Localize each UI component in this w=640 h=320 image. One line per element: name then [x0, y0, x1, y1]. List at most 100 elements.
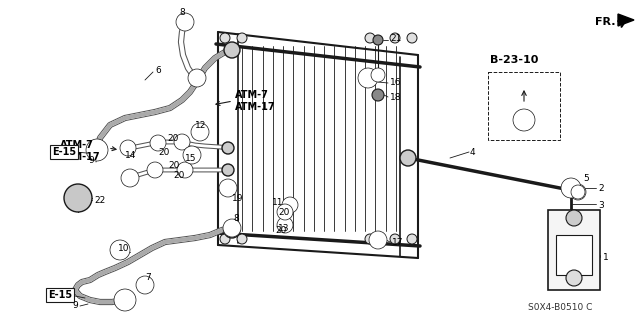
Circle shape — [562, 179, 580, 197]
Circle shape — [278, 205, 292, 219]
Circle shape — [121, 169, 139, 187]
Circle shape — [175, 135, 189, 149]
Text: 20: 20 — [158, 148, 170, 156]
Circle shape — [365, 234, 375, 244]
Circle shape — [220, 180, 236, 196]
Circle shape — [390, 234, 400, 244]
Circle shape — [219, 179, 237, 197]
Circle shape — [122, 170, 138, 186]
Text: 14: 14 — [125, 150, 136, 159]
Text: S0X4-B0510 C: S0X4-B0510 C — [528, 303, 593, 313]
Text: 20: 20 — [168, 161, 179, 170]
Text: 20: 20 — [173, 171, 184, 180]
Circle shape — [570, 184, 586, 200]
Circle shape — [571, 185, 585, 199]
Text: 20: 20 — [275, 226, 286, 235]
Circle shape — [277, 204, 293, 220]
Circle shape — [371, 68, 385, 82]
Circle shape — [278, 218, 292, 232]
Circle shape — [192, 124, 208, 140]
Text: 22: 22 — [94, 196, 105, 204]
Circle shape — [390, 33, 400, 43]
Text: 8: 8 — [179, 7, 185, 17]
Circle shape — [372, 69, 384, 81]
Circle shape — [407, 33, 417, 43]
Text: B-23-10: B-23-10 — [490, 55, 538, 65]
Circle shape — [359, 69, 377, 87]
Polygon shape — [618, 14, 634, 26]
Circle shape — [223, 219, 241, 237]
Text: 7: 7 — [145, 274, 151, 283]
Circle shape — [120, 140, 136, 156]
Circle shape — [137, 277, 153, 293]
Circle shape — [365, 33, 375, 43]
Circle shape — [513, 109, 535, 131]
Circle shape — [224, 220, 240, 236]
Circle shape — [220, 234, 230, 244]
Circle shape — [178, 163, 192, 177]
Circle shape — [224, 42, 240, 58]
Text: E-15: E-15 — [48, 290, 72, 300]
Circle shape — [220, 33, 230, 43]
Text: 6: 6 — [155, 66, 161, 75]
Circle shape — [151, 136, 165, 150]
Text: ATM-17: ATM-17 — [60, 152, 100, 162]
Text: ATM-7: ATM-7 — [235, 90, 269, 100]
Text: FR.: FR. — [595, 17, 616, 27]
Circle shape — [136, 276, 154, 294]
Bar — [556, 235, 592, 275]
Circle shape — [369, 231, 387, 249]
Text: ATM-17: ATM-17 — [235, 102, 276, 112]
Text: 11: 11 — [272, 197, 284, 206]
Text: 15: 15 — [185, 154, 196, 163]
Text: 16: 16 — [390, 77, 401, 86]
Text: 17: 17 — [392, 237, 403, 246]
Circle shape — [222, 164, 234, 176]
Circle shape — [400, 150, 416, 166]
Circle shape — [372, 89, 384, 101]
Circle shape — [121, 141, 135, 155]
Circle shape — [110, 240, 130, 260]
Circle shape — [177, 162, 193, 178]
Text: 12: 12 — [195, 121, 206, 130]
Circle shape — [188, 69, 206, 87]
Circle shape — [566, 210, 582, 226]
Bar — [488, 72, 560, 140]
Circle shape — [373, 35, 383, 45]
Circle shape — [111, 241, 129, 259]
Text: 18: 18 — [390, 92, 401, 101]
Text: 3: 3 — [598, 201, 604, 210]
Circle shape — [283, 198, 297, 212]
Text: 9: 9 — [72, 300, 77, 309]
Circle shape — [571, 185, 585, 199]
Circle shape — [358, 68, 378, 88]
Circle shape — [150, 135, 166, 151]
Text: 2: 2 — [598, 183, 604, 193]
Circle shape — [282, 197, 298, 213]
Text: 20: 20 — [167, 133, 179, 142]
Circle shape — [64, 184, 92, 212]
Circle shape — [222, 142, 234, 154]
Circle shape — [184, 147, 200, 163]
Circle shape — [176, 13, 194, 31]
Text: 20: 20 — [278, 207, 289, 217]
Circle shape — [148, 163, 162, 177]
Circle shape — [191, 123, 209, 141]
Circle shape — [237, 234, 247, 244]
Circle shape — [87, 140, 107, 160]
Circle shape — [224, 222, 240, 238]
Text: 4: 4 — [470, 148, 476, 156]
Circle shape — [177, 14, 193, 30]
Circle shape — [183, 146, 201, 164]
Text: 13: 13 — [278, 223, 289, 233]
Circle shape — [514, 110, 534, 130]
Circle shape — [114, 289, 136, 311]
Circle shape — [561, 178, 581, 198]
Circle shape — [566, 270, 582, 286]
Text: 21: 21 — [390, 34, 401, 43]
Text: 19: 19 — [232, 194, 243, 203]
Circle shape — [572, 186, 584, 198]
Circle shape — [237, 33, 247, 43]
Circle shape — [147, 162, 163, 178]
Text: 9: 9 — [88, 156, 93, 164]
